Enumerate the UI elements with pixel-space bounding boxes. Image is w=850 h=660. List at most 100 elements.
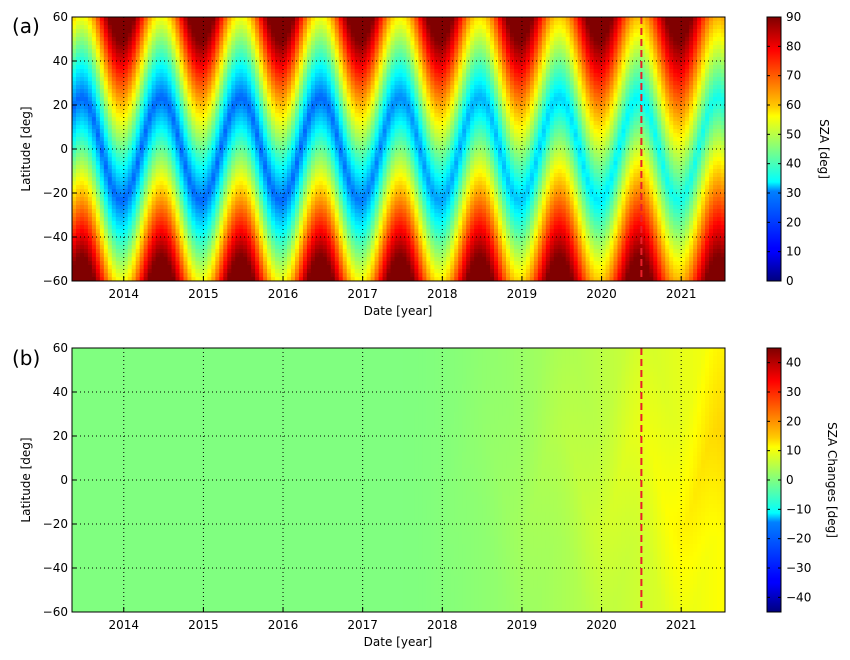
heatmap-cell [279,241,284,246]
heatmap-cell [199,169,204,174]
heatmap-cell [318,45,324,50]
heatmap-cell [99,241,105,246]
heatmap-cell [155,205,161,210]
heatmap-cell [107,153,113,158]
heatmap-cell [83,101,89,106]
heatmap-cell [211,273,216,278]
heatmap-cell [326,105,332,110]
heatmap-cell [175,133,181,138]
heatmap-cell [135,197,141,202]
heatmap-cell [155,117,161,122]
heatmap-cell [326,113,332,118]
heatmap-cell [322,89,328,94]
heatmap-cell [99,25,105,30]
heatmap-cell [103,237,109,242]
heatmap-cell [219,269,224,274]
heatmap-cell [358,197,364,202]
heatmap-cell [135,133,141,138]
heatmap-cell [322,197,328,202]
heatmap-cell [294,105,300,110]
heatmap-cell [103,77,109,82]
heatmap-cell [279,197,284,202]
heatmap-cell [155,265,161,270]
heatmap-cell [211,149,216,154]
heatmap-cell [127,85,133,90]
heatmap-cell [143,105,149,110]
heatmap-cell [287,69,292,74]
heatmap-cell [298,105,304,110]
heatmap-cell [123,169,129,174]
heatmap-cell [119,89,125,94]
heatmap-cell [275,77,280,82]
heatmap-cell [167,209,173,214]
heatmap-cell [107,157,113,162]
heatmap-cell [187,265,193,270]
heatmap-cell [251,129,256,134]
heatmap-cell [75,89,81,94]
heatmap-cell [298,245,304,250]
heatmap-cell [318,33,324,38]
heatmap-cell [338,33,344,38]
heatmap-cell [163,29,169,34]
heatmap-cell [159,109,165,114]
heatmap-cell [338,193,344,198]
heatmap-cell [259,209,264,214]
heatmap-cell [159,57,165,62]
heatmap-cell [159,277,165,281]
heatmap-cell [139,121,145,126]
heatmap-cell [334,237,340,242]
heatmap-cell [103,181,109,186]
heatmap-cell [322,217,328,222]
heatmap-cell [366,77,372,82]
heatmap-cell [330,185,336,190]
heatmap-cell [271,133,276,138]
heatmap-cell [179,233,185,238]
heatmap-cell [111,269,117,274]
heatmap-cell [255,121,260,126]
heatmap-cell [99,257,105,262]
heatmap-cell [358,29,364,34]
heatmap-cell [203,69,208,74]
heatmap-cell [239,41,244,46]
heatmap-cell [183,205,189,210]
heatmap-cell [271,109,276,114]
heatmap-cell [83,77,89,82]
heatmap-cell [346,145,352,150]
heatmap-cell [279,217,284,222]
heatmap-cell [290,213,296,218]
heatmap-cell [175,69,181,74]
heatmap-cell [107,129,113,134]
heatmap-cell [99,149,105,154]
heatmap-cell [191,89,197,94]
heatmap-cell [366,185,372,190]
heatmap-cell [111,37,117,42]
heatmap-cell [179,105,185,110]
heatmap-cell [370,61,376,66]
heatmap-cell [195,233,201,238]
heatmap-cell [211,21,216,26]
heatmap-cell [191,185,197,190]
heatmap-cell [263,125,268,130]
heatmap-cell [263,237,268,242]
heatmap-cell [310,153,316,158]
heatmap-cell [362,81,368,86]
heatmap-cell [314,157,320,162]
heatmap-cell [203,269,208,274]
heatmap-cell [362,249,368,254]
heatmap-cell [207,65,212,70]
heatmap-cell [251,261,256,266]
heatmap-cell [350,109,356,114]
heatmap-cell [163,149,169,154]
heatmap-cell [255,61,260,66]
heatmap-cell [219,229,224,234]
heatmap-cell [207,117,212,122]
heatmap-cell [358,269,364,274]
heatmap-cell [163,141,169,146]
heatmap-cell [131,45,137,50]
heatmap-cell [239,57,244,62]
heatmap-cell [207,265,212,270]
heatmap-cell [183,73,189,78]
heatmap-cell [330,145,336,150]
heatmap-cell [107,257,113,262]
heatmap-cell [302,17,308,22]
